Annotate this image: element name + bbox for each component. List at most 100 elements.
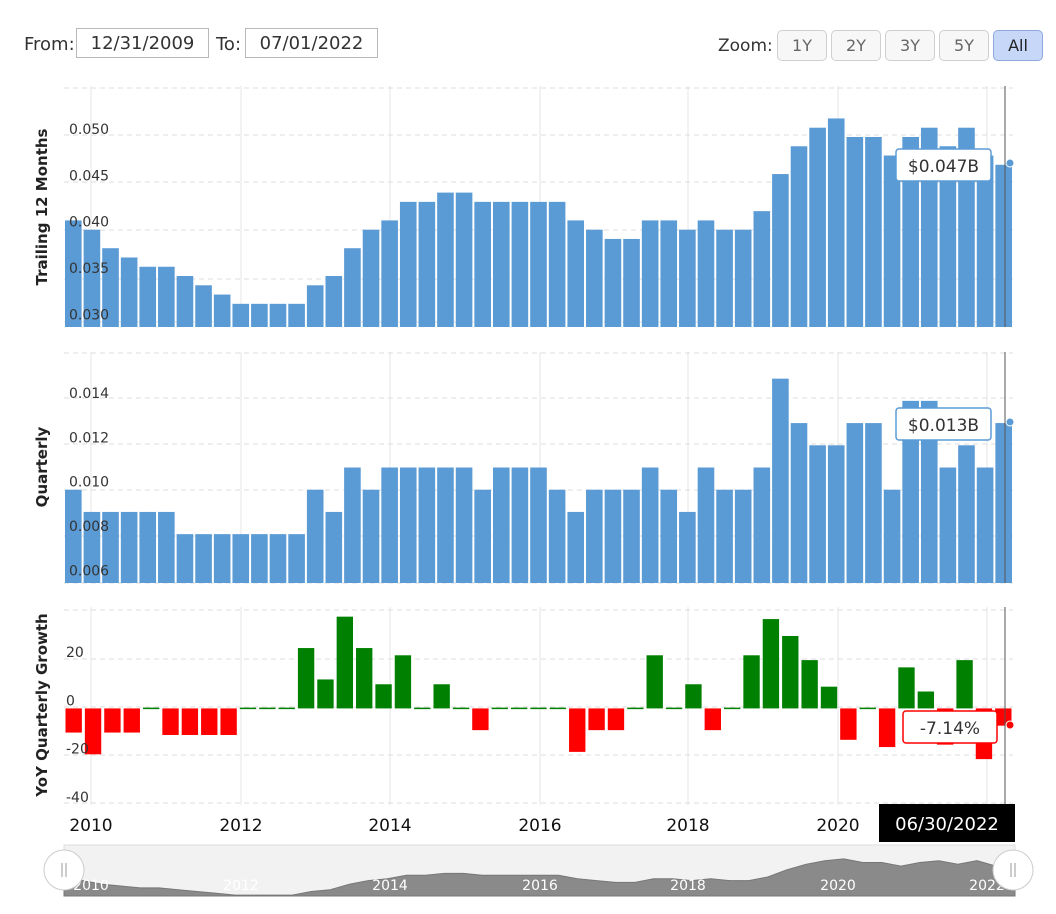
bar: [623, 238, 640, 327]
bar: [846, 136, 864, 327]
bar: [418, 201, 436, 327]
bar: [809, 127, 826, 327]
bar: [820, 686, 838, 709]
bar: [433, 684, 450, 709]
bar: [381, 220, 398, 327]
bar: [772, 174, 789, 327]
y-axis-title: YoY Quarterly Growth: [33, 613, 51, 797]
crosshair-marker: [1005, 720, 1015, 730]
bar: [762, 619, 780, 709]
to-date-input[interactable]: 07/01/2022: [245, 28, 378, 58]
bar: [104, 708, 121, 733]
bar: [83, 229, 101, 327]
zoom-2y-button[interactable]: 2Y: [831, 30, 881, 61]
y-axis-title: Quarterly: [33, 426, 51, 507]
bar: [269, 534, 287, 583]
bar: [530, 201, 547, 327]
bar: [716, 489, 733, 583]
bar: [176, 534, 194, 583]
bar: [623, 489, 640, 583]
bar: [362, 489, 380, 583]
x-axis-label: 2020: [816, 816, 859, 836]
bar: [604, 489, 622, 583]
bar: [586, 229, 603, 327]
bar: [65, 489, 82, 583]
bar: [976, 467, 994, 583]
bar: [782, 635, 799, 709]
bar: [102, 248, 119, 327]
navigator-right-handle[interactable]: [992, 849, 1034, 891]
bar: [567, 220, 585, 327]
bar: [195, 285, 212, 327]
bar: [567, 511, 585, 583]
navigator-series: [63, 858, 1016, 897]
navigator-left-handle[interactable]: [43, 849, 85, 891]
x-axis-label: 2016: [518, 816, 561, 836]
bar: [588, 708, 605, 731]
bar: [158, 511, 175, 583]
y-axis-title: Trailing 12 Months: [33, 128, 51, 285]
crosshair-date-box: [879, 804, 1015, 842]
zoom-3y-button[interactable]: 3Y: [885, 30, 935, 61]
bar: [939, 467, 957, 583]
bar: [920, 400, 938, 583]
bar: [213, 294, 231, 327]
bar: [660, 489, 678, 583]
zoom-5y-button[interactable]: 5Y: [939, 30, 989, 61]
tooltip-value: -7.14%: [920, 719, 980, 739]
bar: [474, 201, 491, 327]
bar: [958, 445, 975, 583]
bar: [939, 146, 957, 327]
bar: [679, 229, 696, 327]
zoom-all-button[interactable]: All: [993, 30, 1043, 61]
bar: [607, 708, 625, 731]
from-date-input[interactable]: 12/31/2009: [76, 28, 209, 58]
bar: [716, 229, 733, 327]
tooltip-value: $0.047B: [908, 157, 979, 177]
bar: [139, 266, 157, 327]
bar: [306, 489, 324, 583]
bar: [865, 136, 882, 327]
bar: [195, 534, 212, 583]
y-tick-label: 0.045: [69, 168, 109, 184]
bar: [213, 534, 231, 583]
y-tick-label: 0.035: [69, 261, 109, 277]
y-tick-label: 0.030: [69, 307, 109, 323]
bar: [472, 708, 489, 731]
bar: [418, 467, 436, 583]
bar: [902, 136, 919, 327]
bar: [685, 684, 702, 709]
y-tick-label: -40: [66, 790, 89, 806]
to-label: To:: [216, 34, 242, 55]
x-axis-label: 2010: [69, 816, 112, 836]
crosshair-date-label: 06/30/2022: [895, 814, 999, 835]
bar: [492, 467, 510, 583]
bar: [158, 266, 175, 327]
y-tick-label: 0: [66, 693, 75, 709]
bar: [704, 708, 721, 731]
y-tick-label: 0.040: [69, 215, 109, 231]
tooltip-value: $0.013B: [908, 416, 979, 436]
navigator-label: 2022: [969, 878, 1005, 894]
bar: [697, 220, 715, 327]
navigator-label: 2020: [820, 878, 856, 894]
bar: [288, 303, 305, 327]
bar: [790, 423, 808, 583]
bar: [511, 467, 529, 583]
bar: [995, 423, 1012, 583]
bar: [162, 708, 179, 735]
bar: [697, 467, 715, 583]
y-tick-label: 0.008: [69, 519, 109, 535]
bar: [809, 445, 826, 583]
y-tick-label: 0.014: [69, 386, 109, 402]
zoom-1y-button[interactable]: 1Y: [777, 30, 827, 61]
bar: [548, 201, 566, 327]
bar: [753, 467, 771, 583]
bar: [976, 155, 994, 327]
bar: [139, 511, 157, 583]
bar: [201, 708, 218, 735]
bar: [297, 648, 315, 709]
bar: [336, 616, 354, 709]
bar: [753, 211, 771, 327]
bar: [846, 423, 864, 583]
